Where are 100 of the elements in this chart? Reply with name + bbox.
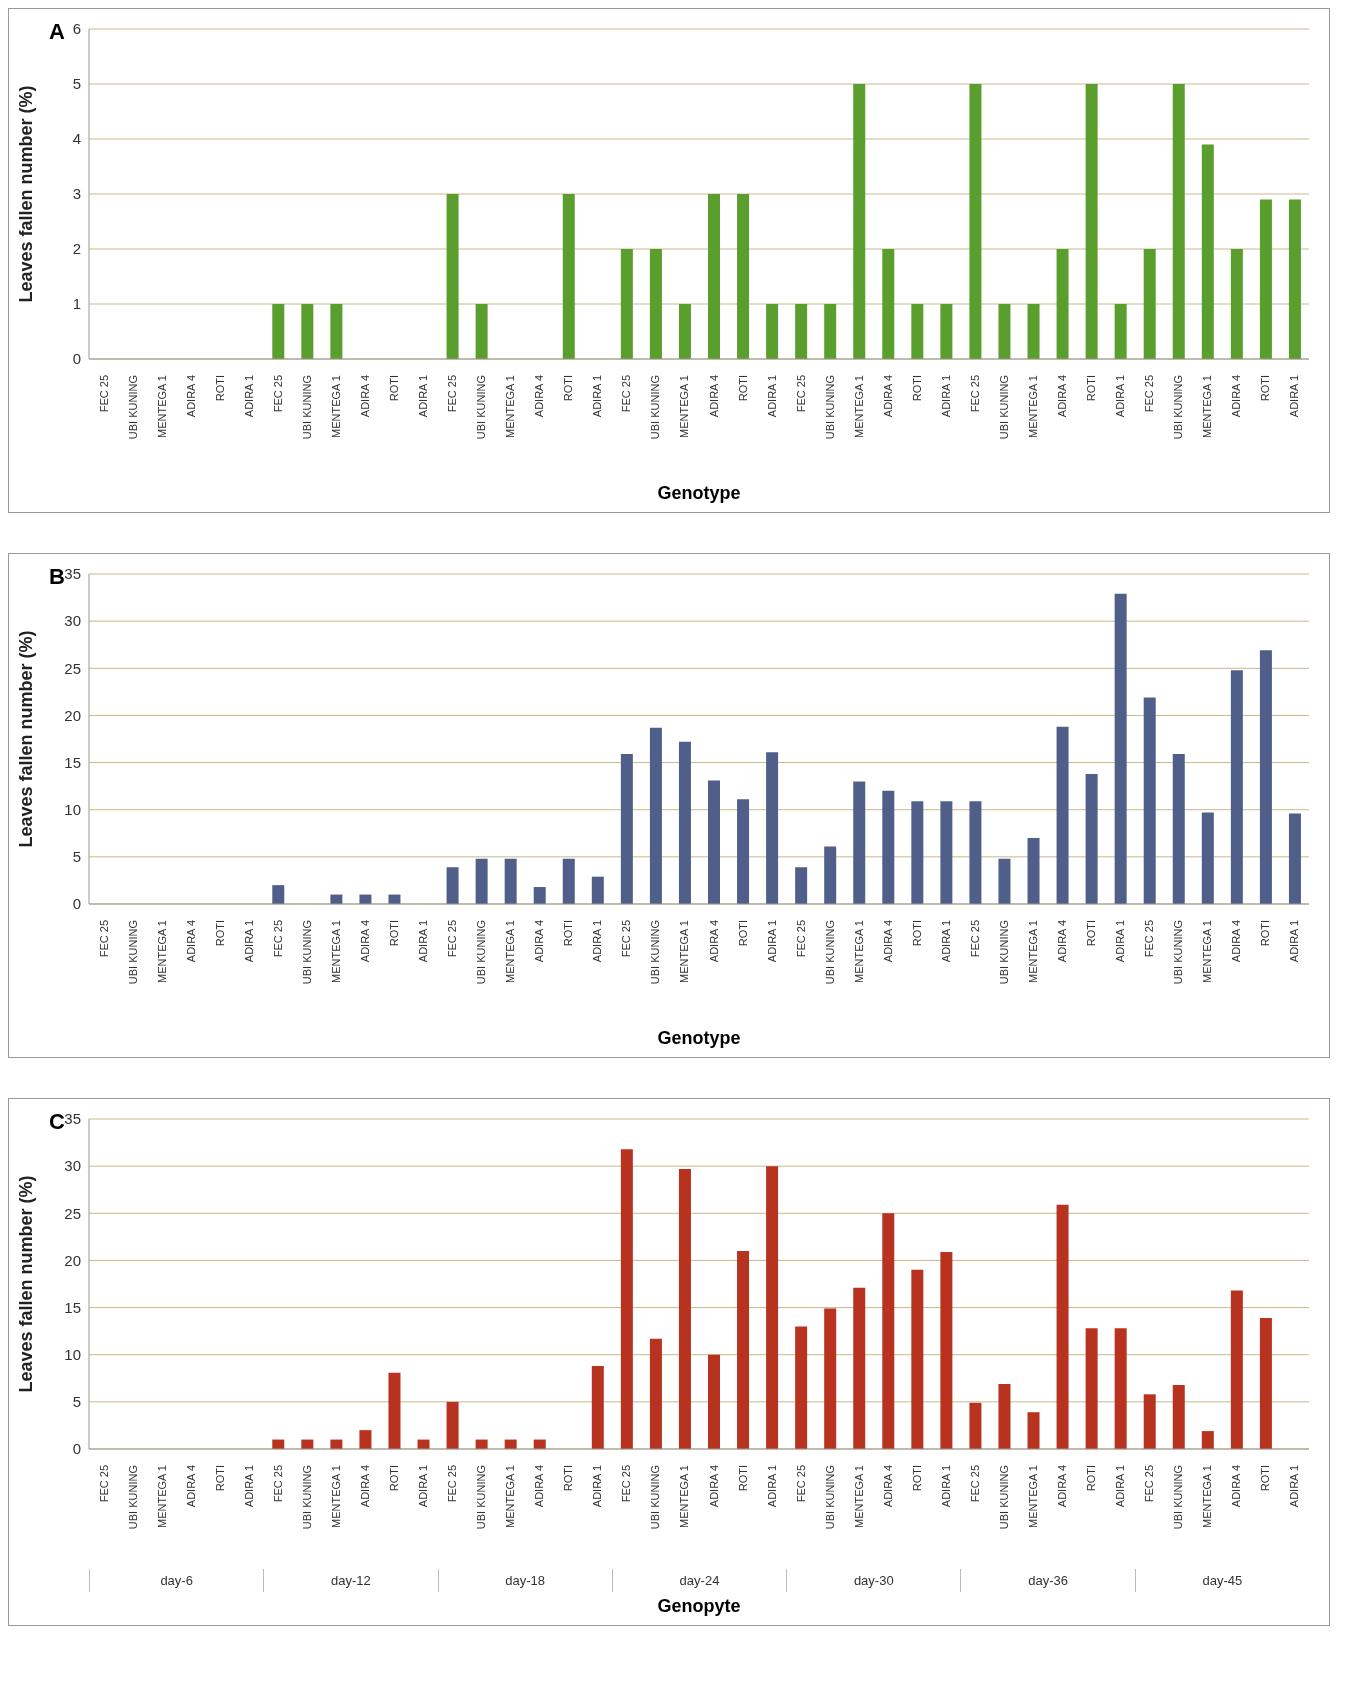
bar xyxy=(824,1308,837,1449)
bar xyxy=(911,1269,924,1449)
bar xyxy=(1288,199,1301,359)
x-tick-label: UBI KUNING xyxy=(300,1465,313,1530)
bar xyxy=(708,1354,720,1449)
x-tick-label: ROTI xyxy=(1259,1465,1272,1492)
x-tick-label: UBI KUNING xyxy=(475,920,488,985)
x-tick-label: ADIRA 4 xyxy=(707,1465,720,1508)
bar xyxy=(824,304,837,359)
x-tick-label: MENTEGA 1 xyxy=(504,1465,517,1528)
x-tick-label: MENTEGA 1 xyxy=(155,1465,168,1528)
chart-title: B xyxy=(49,564,65,590)
x-tick-label: ADIRA 1 xyxy=(242,1465,255,1508)
x-tick-label: FEC 25 xyxy=(97,375,110,413)
x-tick-label: ROTI xyxy=(562,920,575,947)
x-tick-label: MENTEGA 1 xyxy=(1027,920,1040,983)
x-tick-label: MENTEGA 1 xyxy=(329,375,342,438)
y-tick-label: 5 xyxy=(72,848,81,866)
bar xyxy=(1230,670,1243,904)
y-tick-label: 1 xyxy=(72,295,81,313)
bar xyxy=(853,84,866,359)
x-tick-label: FEC 25 xyxy=(968,1465,981,1503)
bar xyxy=(1027,1412,1040,1449)
bar xyxy=(649,727,662,904)
bar xyxy=(766,752,779,904)
bar xyxy=(969,801,982,904)
x-tick-label: ADIRA 1 xyxy=(591,1465,604,1508)
bar xyxy=(1027,838,1040,904)
bar xyxy=(1085,1328,1098,1449)
x-tick-label: ROTI xyxy=(213,920,226,947)
y-tick-label: 10 xyxy=(64,801,81,819)
bar xyxy=(330,304,343,359)
x-tick-label: FEC 25 xyxy=(271,375,284,413)
x-tick-label: UBI KUNING xyxy=(1172,1465,1185,1530)
x-tick-label: ROTI xyxy=(562,1465,575,1492)
x-tick-label: ADIRA 1 xyxy=(417,920,430,963)
bar xyxy=(475,858,488,904)
bar xyxy=(737,1251,750,1449)
bar xyxy=(940,304,953,359)
y-axis-title: Leaves fallen number (%) xyxy=(16,1175,37,1393)
y-tick-label: 0 xyxy=(72,350,81,368)
x-tick-label: ADIRA 4 xyxy=(707,920,720,963)
x-tick-label: ROTI xyxy=(1259,375,1272,402)
x-tick-label: MENTEGA 1 xyxy=(852,375,865,438)
bar xyxy=(1114,1328,1127,1449)
x-tick-label: ADIRA 1 xyxy=(1288,375,1301,418)
y-tick-label: 15 xyxy=(64,753,81,771)
x-tick-label: ADIRA 1 xyxy=(1288,920,1301,963)
bar xyxy=(620,1149,633,1449)
x-axis-title: Genopyte xyxy=(656,1595,742,1618)
y-tick-label: 2 xyxy=(72,240,81,258)
text: day-6 xyxy=(89,1569,264,1592)
x-tick-label: FEC 25 xyxy=(1143,1465,1156,1503)
x-tick-label: ROTI xyxy=(388,920,400,947)
bar xyxy=(1230,249,1243,359)
x-tick-label: MENTEGA 1 xyxy=(1027,1465,1040,1528)
x-tick-label: MENTEGA 1 xyxy=(1201,920,1214,983)
y-tick-label: 35 xyxy=(64,1110,81,1128)
y-tick-label: 15 xyxy=(64,1298,81,1316)
bar xyxy=(446,194,459,359)
x-tick-label: ADIRA 4 xyxy=(184,1465,197,1508)
x-tick-label: ADIRA 1 xyxy=(765,920,778,963)
x-tick-label: ROTI xyxy=(910,920,923,947)
x-axis-title: Genotype xyxy=(656,482,742,505)
y-tick-label: 0 xyxy=(72,1440,81,1458)
bar xyxy=(1230,1290,1243,1449)
x-tick-label: ADIRA 4 xyxy=(533,1465,546,1508)
x-tick-label: MENTEGA 1 xyxy=(329,1465,342,1528)
x-tick-label: ROTI xyxy=(213,375,226,402)
bar xyxy=(940,801,953,904)
x-tick-label: ROTI xyxy=(213,1465,226,1492)
x-tick-label: ADIRA 4 xyxy=(1230,920,1243,963)
bar xyxy=(678,304,691,359)
x-tick-label: ADIRA 1 xyxy=(242,375,255,418)
x-tick-label: ADIRA 4 xyxy=(1056,1465,1069,1508)
y-tick-label: 30 xyxy=(64,1157,81,1175)
x-tick-label: FEC 25 xyxy=(794,375,807,413)
y-tick-label: 3 xyxy=(72,185,81,203)
text: day-12 xyxy=(263,1569,438,1592)
bar xyxy=(620,754,633,904)
x-tick-label: ROTI xyxy=(388,375,400,402)
x-tick-label: UBI KUNING xyxy=(126,920,139,985)
x-tick-label: UBI KUNING xyxy=(649,375,662,440)
x-tick-label: MENTEGA 1 xyxy=(678,920,691,983)
x-tick-label: ROTI xyxy=(910,1465,923,1492)
bar xyxy=(1143,249,1156,359)
bar xyxy=(1201,812,1214,904)
x-tick-label: MENTEGA 1 xyxy=(678,1465,691,1528)
bar xyxy=(1201,1431,1214,1449)
bar xyxy=(562,194,575,359)
x-tick-label: ADIRA 4 xyxy=(1056,920,1069,963)
y-tick-label: 20 xyxy=(64,706,81,724)
x-tick-label: FEC 25 xyxy=(620,920,633,958)
bar xyxy=(562,858,575,904)
bar xyxy=(1056,726,1069,904)
bar xyxy=(998,304,1011,359)
bar xyxy=(1259,199,1272,359)
x-tick-label: ADIRA 4 xyxy=(881,1465,894,1508)
y-tick-label: 30 xyxy=(64,612,81,630)
bar xyxy=(1143,697,1156,904)
